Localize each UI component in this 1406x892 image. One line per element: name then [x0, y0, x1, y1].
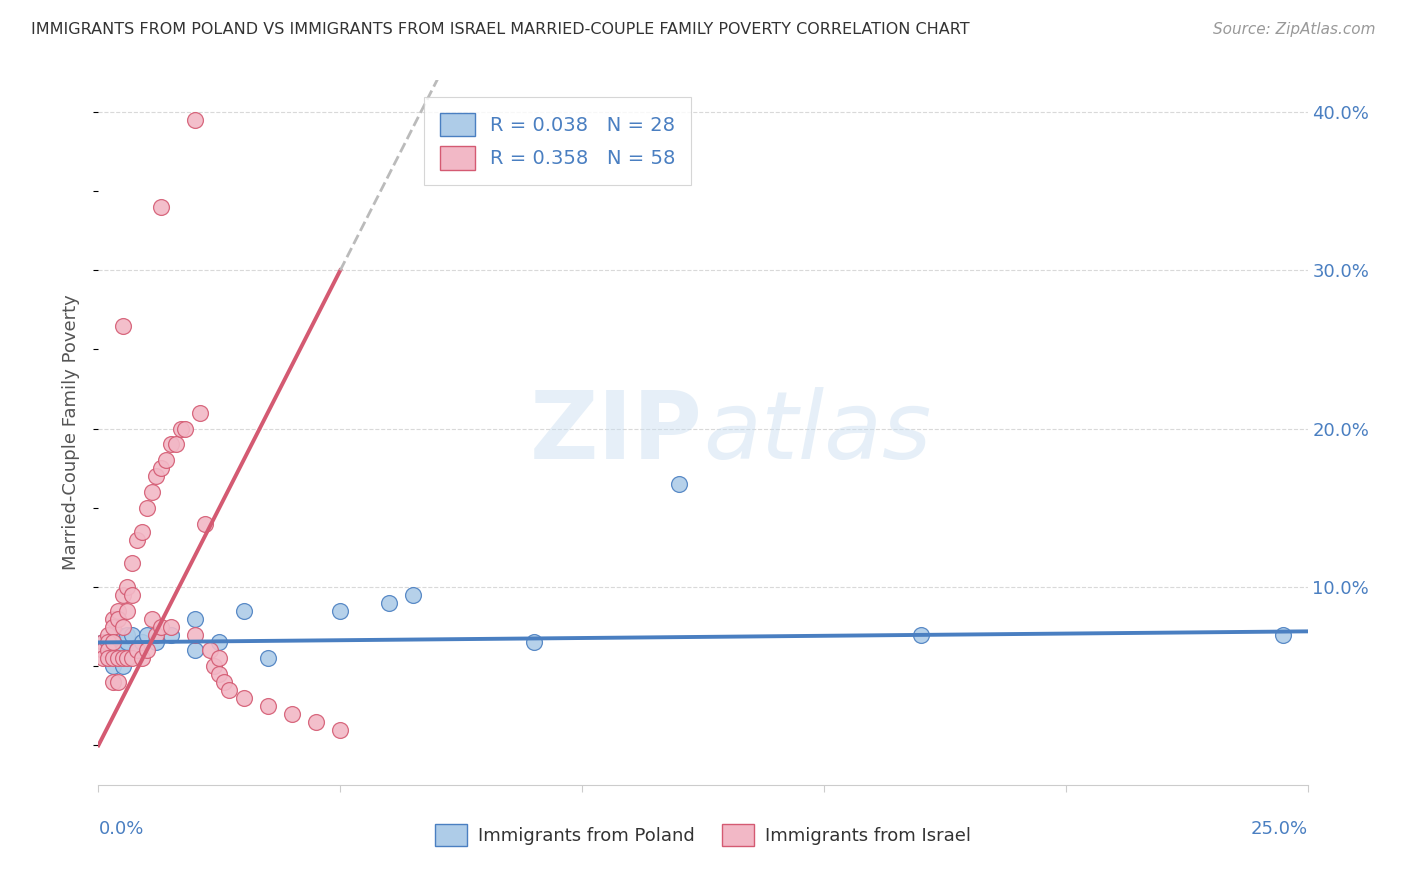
Point: [91, 643, 114, 657]
Point: [111, 643, 134, 657]
Point: [91, 635, 114, 649]
Point: [127, 533, 149, 547]
Text: 25.0%: 25.0%: [1250, 821, 1308, 838]
Text: ZIP: ZIP: [530, 386, 703, 479]
Point: [184, 627, 207, 641]
Point: [145, 469, 167, 483]
Text: 0.0%: 0.0%: [98, 821, 143, 838]
Text: IMMIGRANTS FROM POLAND VS IMMIGRANTS FROM ISRAEL MARRIED-COUPLE FAMILY POVERTY C: IMMIGRANTS FROM POLAND VS IMMIGRANTS FRO…: [31, 22, 970, 37]
Point: [188, 406, 211, 420]
Point: [111, 588, 134, 602]
Point: [111, 619, 134, 633]
Point: [256, 651, 278, 665]
Point: [121, 627, 143, 641]
Point: [131, 635, 153, 649]
Point: [121, 651, 143, 665]
Point: [91, 651, 114, 665]
Point: [256, 698, 278, 713]
Point: [107, 604, 129, 618]
Point: [212, 675, 235, 690]
Point: [107, 675, 129, 690]
Point: [150, 461, 173, 475]
Point: [101, 675, 124, 690]
Text: Source: ZipAtlas.com: Source: ZipAtlas.com: [1212, 22, 1375, 37]
Point: [97, 651, 120, 665]
Point: [135, 627, 157, 641]
Point: [127, 643, 149, 657]
Point: [131, 651, 153, 665]
Point: [97, 635, 120, 649]
Point: [208, 651, 231, 665]
Point: [101, 635, 124, 649]
Point: [329, 604, 352, 618]
Point: [135, 500, 157, 515]
Point: [127, 643, 149, 657]
Point: [165, 437, 187, 451]
Point: [150, 200, 173, 214]
Point: [145, 627, 167, 641]
Point: [101, 612, 124, 626]
Point: [117, 604, 139, 618]
Point: [668, 477, 690, 491]
Point: [111, 651, 134, 665]
Point: [141, 485, 163, 500]
Point: [184, 112, 207, 127]
Point: [101, 619, 124, 633]
Point: [329, 723, 352, 737]
Point: [101, 659, 124, 673]
Point: [1272, 627, 1295, 641]
Point: [107, 627, 129, 641]
Point: [101, 651, 124, 665]
Point: [402, 588, 425, 602]
Point: [208, 667, 231, 681]
Point: [377, 596, 399, 610]
Point: [107, 612, 129, 626]
Point: [91, 635, 114, 649]
Point: [111, 318, 134, 333]
Point: [208, 635, 231, 649]
Point: [101, 643, 124, 657]
Point: [155, 453, 177, 467]
Point: [232, 690, 254, 705]
Text: atlas: atlas: [703, 387, 931, 478]
Y-axis label: Married-Couple Family Poverty: Married-Couple Family Poverty: [62, 294, 80, 571]
Point: [184, 612, 207, 626]
Legend: Immigrants from Poland, Immigrants from Israel: Immigrants from Poland, Immigrants from …: [427, 817, 979, 854]
Point: [523, 635, 546, 649]
Point: [910, 627, 932, 641]
Point: [218, 682, 240, 697]
Point: [135, 643, 157, 657]
Point: [141, 612, 163, 626]
Point: [204, 659, 226, 673]
Point: [184, 643, 207, 657]
Point: [117, 580, 139, 594]
Point: [97, 643, 120, 657]
Point: [117, 635, 139, 649]
Point: [160, 437, 183, 451]
Point: [305, 714, 328, 729]
Point: [97, 627, 120, 641]
Point: [121, 588, 143, 602]
Point: [97, 651, 120, 665]
Point: [150, 619, 173, 633]
Point: [117, 651, 139, 665]
Point: [145, 635, 167, 649]
Point: [160, 619, 183, 633]
Point: [174, 422, 197, 436]
Point: [198, 643, 221, 657]
Point: [107, 651, 129, 665]
Point: [194, 516, 217, 531]
Point: [160, 627, 183, 641]
Point: [107, 635, 129, 649]
Point: [281, 706, 304, 721]
Point: [111, 659, 134, 673]
Point: [232, 604, 254, 618]
Point: [131, 524, 153, 539]
Point: [117, 627, 139, 641]
Point: [121, 556, 143, 570]
Point: [169, 422, 191, 436]
